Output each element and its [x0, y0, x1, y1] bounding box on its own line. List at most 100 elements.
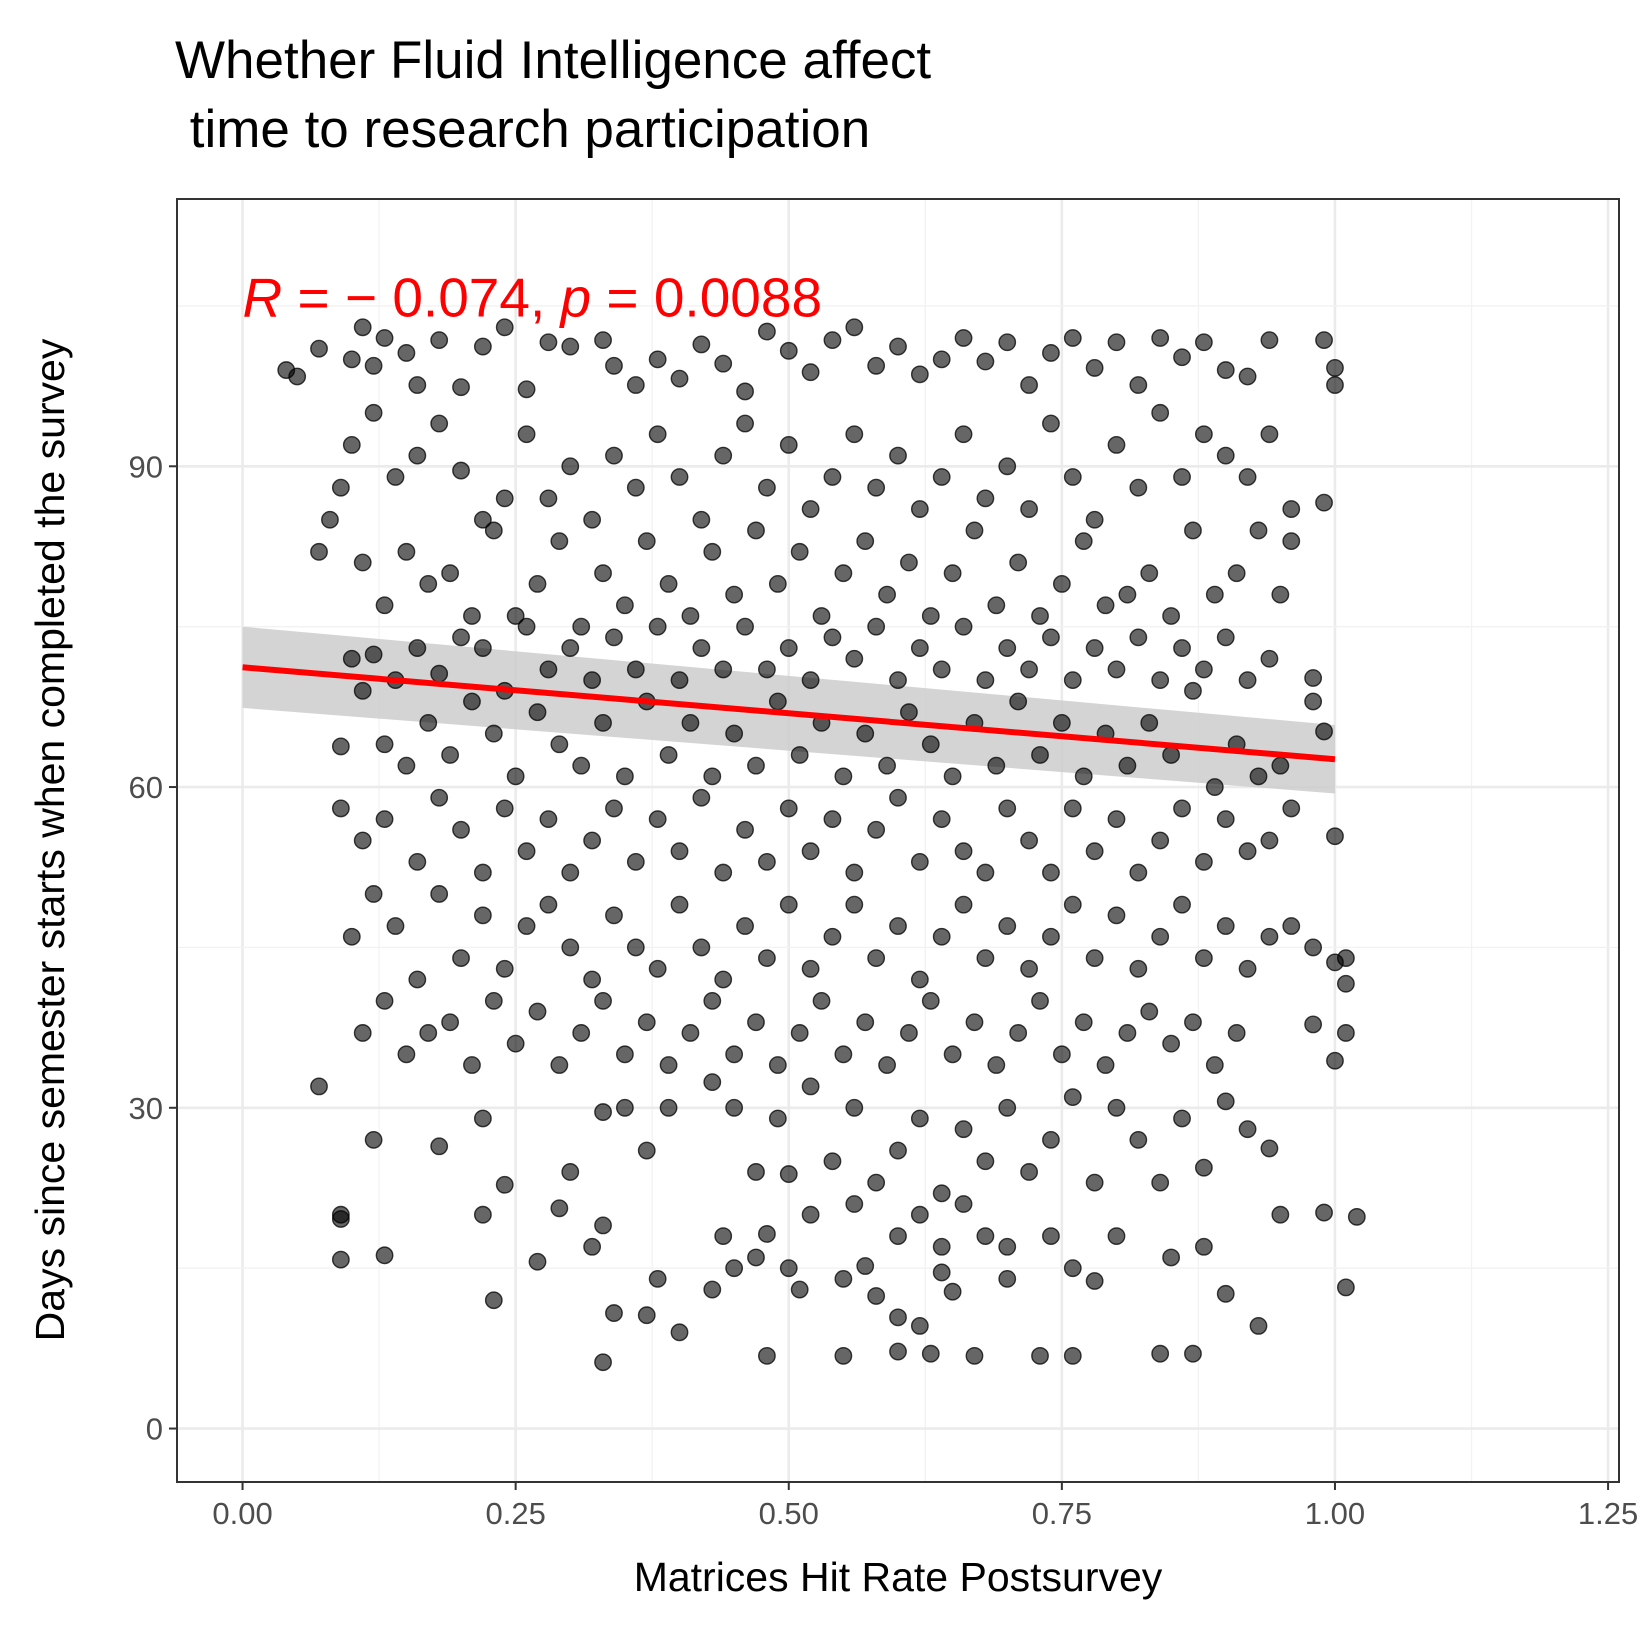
data-point — [790, 1280, 809, 1299]
data-point — [681, 1024, 700, 1042]
data-point — [342, 436, 361, 454]
data-point — [473, 510, 492, 529]
data-point — [1063, 1088, 1082, 1107]
data-point — [910, 970, 929, 989]
data-point — [1085, 510, 1104, 529]
data-point — [889, 671, 907, 690]
data-point — [1052, 713, 1071, 732]
data-point — [1129, 863, 1148, 882]
data-point — [932, 660, 951, 679]
data-point — [375, 735, 394, 754]
data-point — [408, 446, 427, 465]
data-point — [758, 1346, 776, 1365]
data-point — [594, 1103, 612, 1121]
data-point — [1129, 1130, 1148, 1149]
data-point — [1151, 329, 1170, 347]
data-point — [823, 927, 842, 946]
data-point — [1129, 478, 1148, 497]
data-point — [1216, 1284, 1235, 1303]
data-point — [976, 949, 995, 968]
data-point — [430, 331, 449, 350]
data-point — [1151, 1173, 1170, 1192]
data-point — [484, 521, 503, 540]
data-point — [430, 664, 449, 683]
data-point — [736, 820, 754, 839]
x-tick-label: 0.25 — [485, 1496, 545, 1531]
data-point — [998, 917, 1017, 935]
data-point — [626, 478, 645, 497]
data-point — [1216, 361, 1235, 379]
data-point — [954, 842, 973, 861]
data-point — [288, 367, 307, 386]
data-point — [1140, 713, 1159, 732]
data-point — [605, 446, 623, 465]
data-point — [572, 617, 591, 636]
data-point — [1107, 810, 1126, 829]
data-point — [1336, 949, 1355, 968]
data-point — [943, 564, 962, 583]
data-point — [670, 369, 689, 388]
data-point — [550, 735, 569, 754]
data-point — [932, 1237, 951, 1256]
data-point — [1162, 746, 1181, 764]
data-point — [779, 799, 798, 818]
data-point — [670, 1323, 689, 1342]
data-point — [736, 617, 754, 636]
data-point — [517, 917, 536, 935]
data-point — [801, 671, 820, 690]
data-point — [495, 489, 514, 508]
data-point — [845, 1098, 864, 1117]
data-point — [441, 564, 460, 583]
data-point — [626, 852, 645, 871]
data-point — [867, 1173, 886, 1192]
data-point — [506, 1034, 525, 1053]
data-point — [910, 1205, 929, 1224]
data-point — [747, 1248, 765, 1267]
x-tick-label: 1.00 — [1305, 1496, 1365, 1531]
data-point — [910, 639, 929, 657]
data-point — [626, 938, 645, 957]
data-point — [910, 500, 929, 518]
data-point — [1162, 1248, 1181, 1267]
data-point — [1162, 1034, 1181, 1053]
data-point — [747, 1163, 765, 1181]
data-point — [714, 1227, 733, 1245]
data-point — [856, 1257, 875, 1275]
data-point — [845, 649, 864, 668]
data-point — [801, 842, 820, 861]
data-point — [375, 810, 394, 829]
regression-line — [242, 664, 1336, 763]
data-point — [1151, 671, 1170, 690]
data-point — [637, 1141, 656, 1160]
data-point — [1184, 521, 1202, 540]
data-point — [419, 575, 438, 593]
data-point — [889, 1227, 907, 1245]
data-point — [1315, 331, 1333, 350]
data-point — [998, 799, 1017, 818]
data-point — [910, 852, 929, 871]
data-point — [976, 863, 995, 882]
data-point — [998, 1269, 1017, 1288]
data-point — [1020, 1163, 1038, 1181]
data-point — [1173, 895, 1191, 914]
data-point — [473, 1205, 492, 1224]
data-point — [681, 713, 700, 732]
data-point — [1238, 367, 1257, 386]
data-point — [331, 1210, 350, 1228]
data-point — [1326, 827, 1344, 846]
y-axis-title: Days since semester starts when complete… — [27, 338, 73, 1341]
data-point — [331, 737, 350, 756]
data-point — [473, 639, 492, 657]
data-point — [419, 713, 438, 732]
data-point — [1194, 852, 1213, 871]
data-point — [932, 350, 951, 369]
data-point — [670, 468, 689, 486]
data-point — [1216, 917, 1235, 935]
data-point — [823, 468, 842, 486]
data-point — [670, 842, 689, 861]
data-point — [550, 532, 569, 551]
data-point — [528, 575, 547, 593]
data-point — [932, 1184, 951, 1203]
data-point — [889, 337, 907, 356]
data-point — [331, 478, 350, 497]
